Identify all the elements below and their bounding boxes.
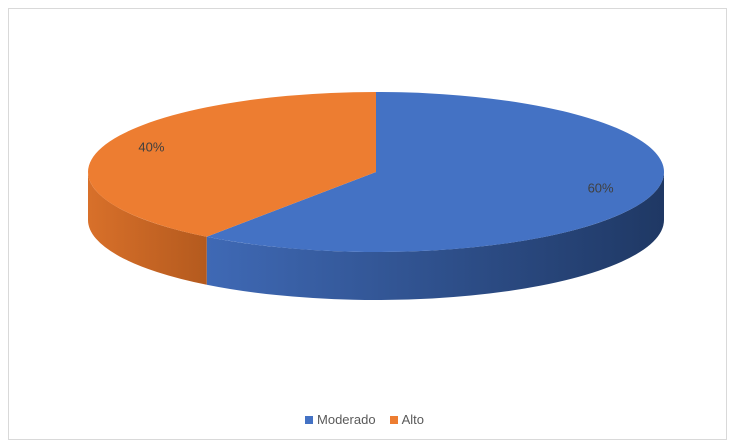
legend-item-alto: Alto xyxy=(389,412,424,427)
legend: Moderado Alto xyxy=(0,412,729,427)
legend-label-moderado: Moderado xyxy=(317,412,376,427)
pie-side-alto xyxy=(88,172,207,285)
data-label-alto: 40% xyxy=(138,140,164,155)
legend-item-moderado: Moderado xyxy=(305,412,376,427)
pie-slice-moderado xyxy=(206,92,665,252)
legend-swatch-moderado xyxy=(305,415,314,424)
pie-slice-alto xyxy=(88,92,377,237)
legend-swatch-alto xyxy=(389,415,398,424)
legend-label-alto: Alto xyxy=(401,412,424,427)
pie-side-moderado xyxy=(206,172,664,300)
data-label-moderado: 60% xyxy=(588,180,614,195)
